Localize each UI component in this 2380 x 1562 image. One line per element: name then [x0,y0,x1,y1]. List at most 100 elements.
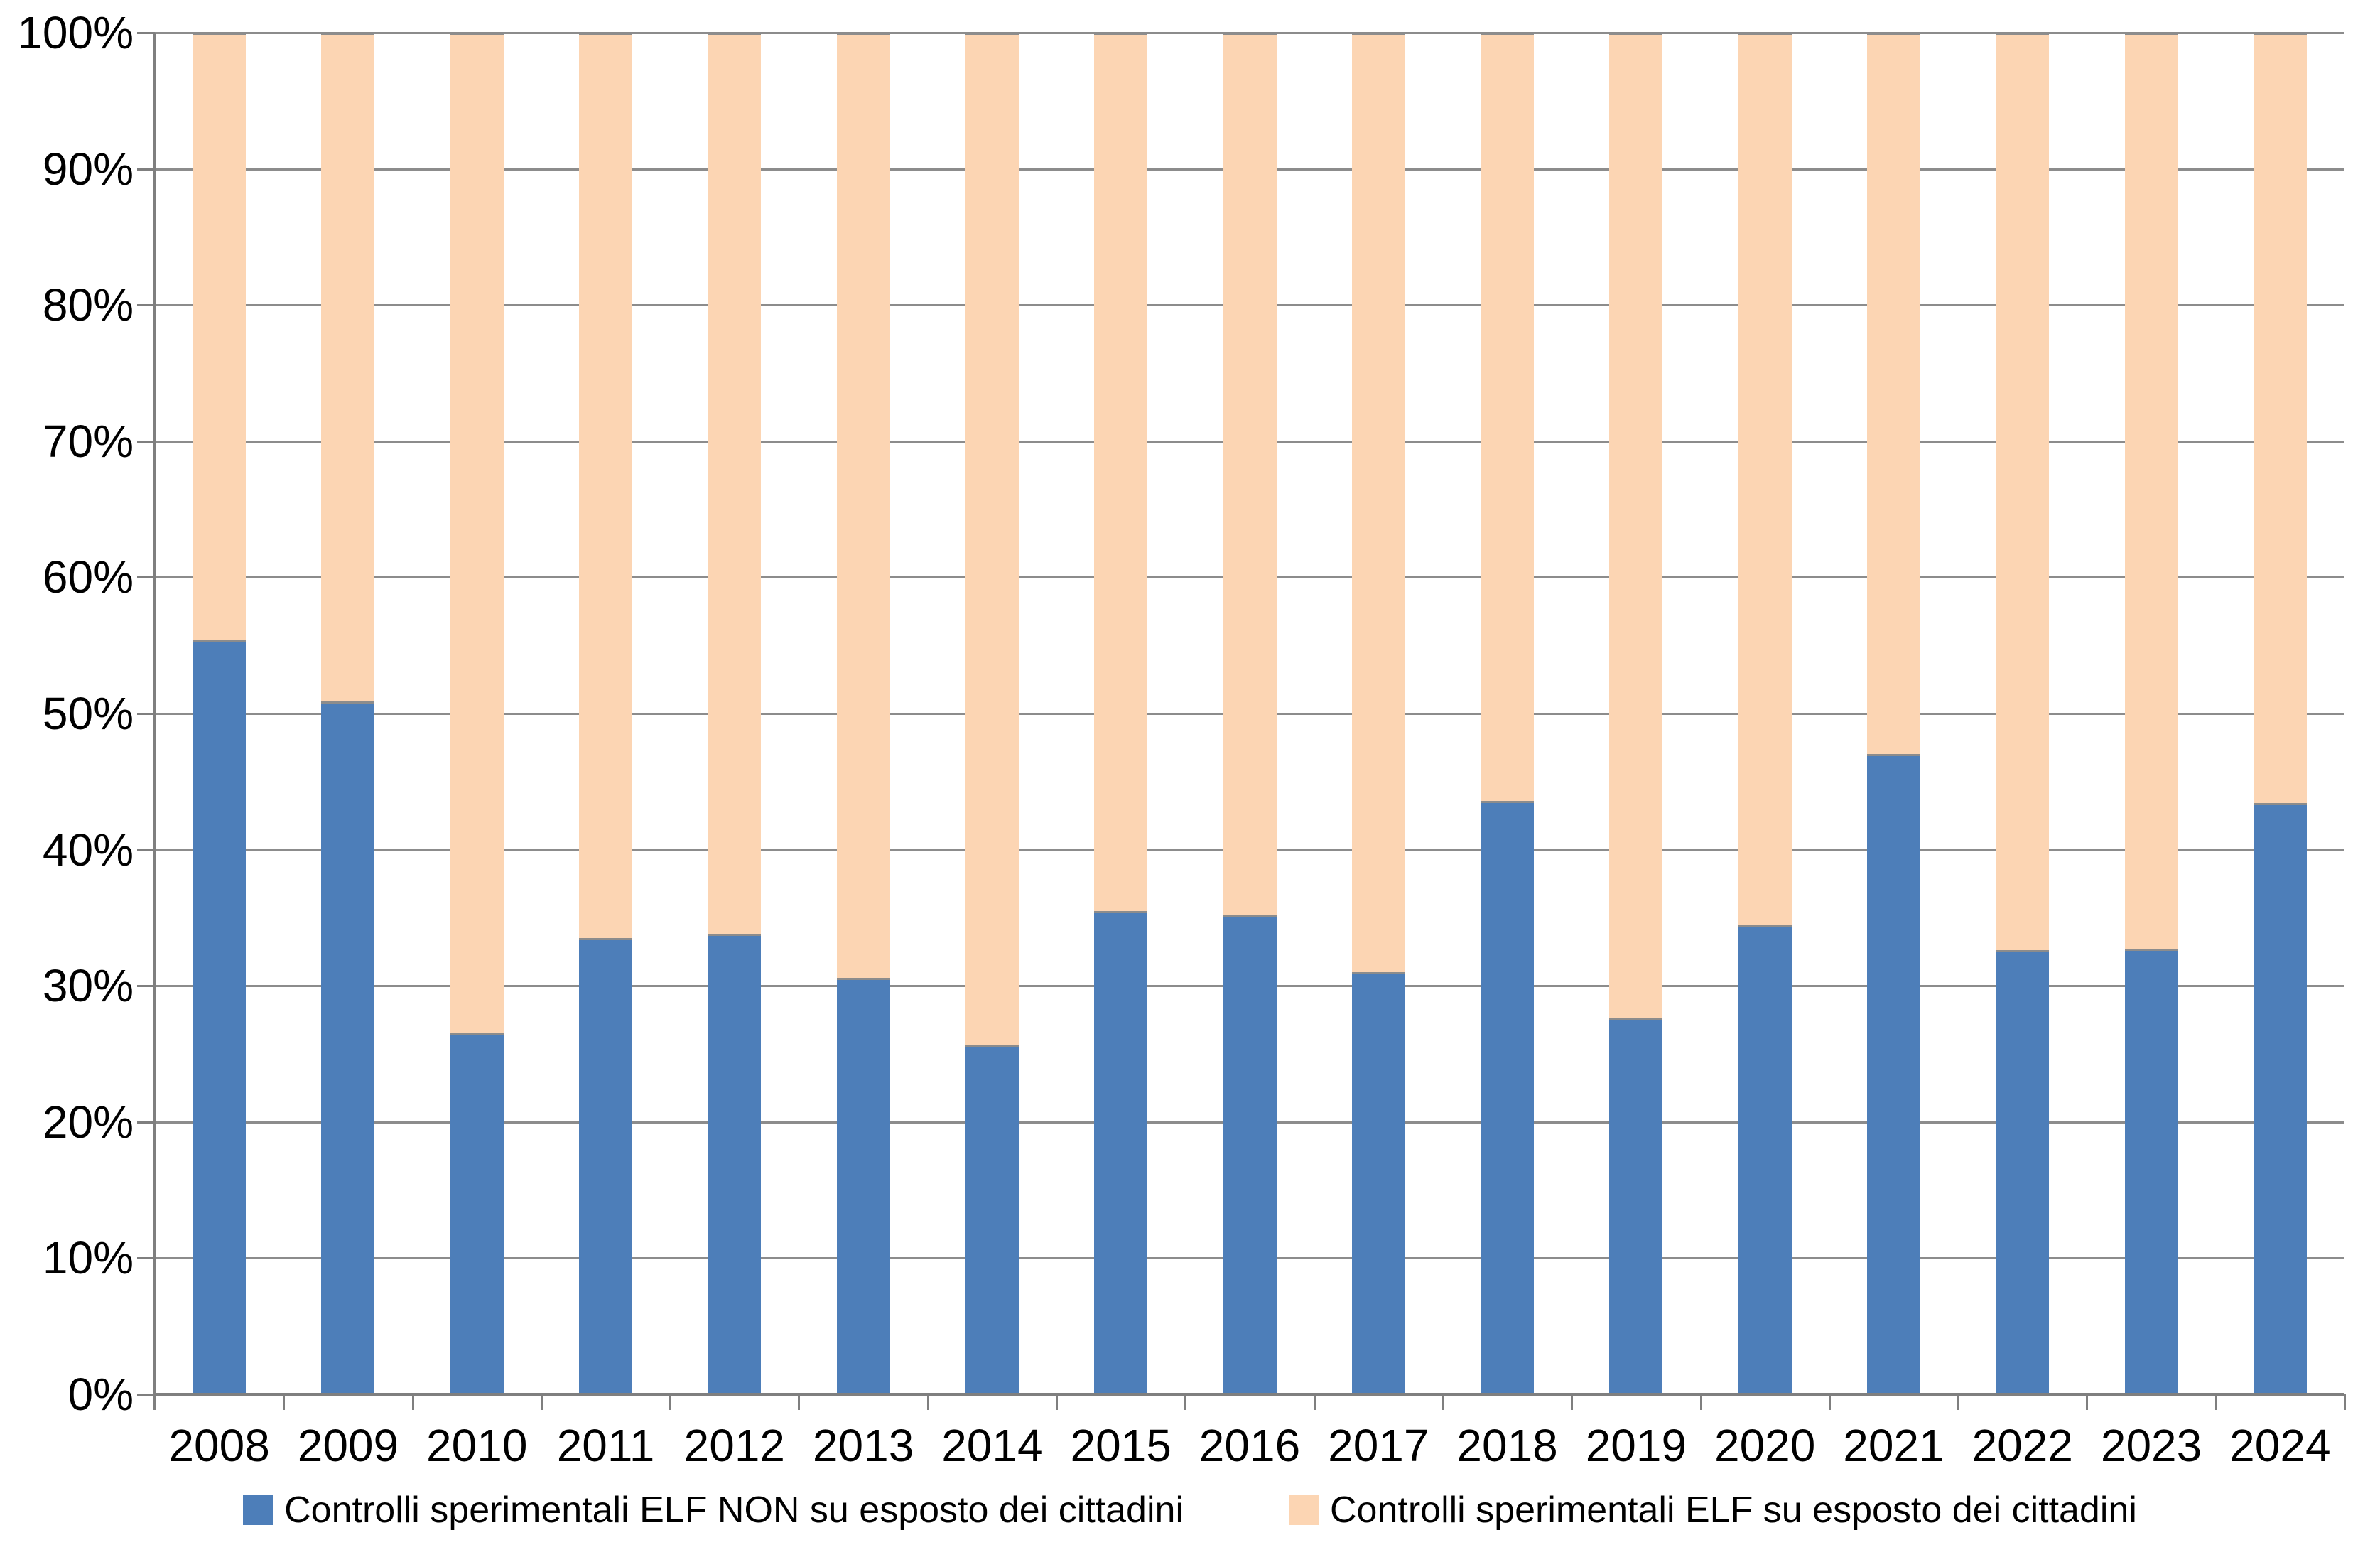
bar-2023 [2124,33,2178,1394]
bar-2009 [321,33,375,1394]
x-axis-tick [669,1394,672,1410]
bar-2024-segment-elf-esposto [2253,33,2307,804]
bar-2016-segment-elf-esposto [1223,33,1277,915]
bar-2009-segment-elf-non-esposto [321,701,375,1394]
x-axis-label-2011: 2011 [556,1420,655,1471]
legend-label-elf-non-esposto: Controlli sperimentali ELF NON su espost… [284,1490,1184,1531]
y-axis-label: 70% [42,415,134,467]
bar-2022 [1996,33,2050,1394]
x-axis-tick [283,1394,286,1410]
y-axis-label: 80% [42,279,134,331]
x-axis-tick [1828,1394,1831,1410]
y-axis-tick [137,440,155,443]
y-axis-tick [137,576,155,579]
bar-2014 [965,33,1019,1394]
bar-2012-segment-elf-esposto [708,33,762,934]
y-axis-tick [137,713,155,715]
x-axis-label-2022: 2022 [1971,1420,2073,1471]
bar-2015-segment-elf-esposto [1094,33,1148,911]
bar-2010-segment-elf-esposto [450,33,504,1034]
bar-2018 [1481,33,1535,1394]
bar-2024-segment-elf-non-esposto [2253,803,2307,1394]
x-axis-tick [2086,1394,2089,1410]
bar-2014-segment-elf-non-esposto [965,1044,1019,1394]
y-axis-label: 30% [42,960,134,1012]
x-axis-label-2014: 2014 [941,1420,1043,1471]
y-axis-label: 40% [42,824,134,876]
bar-2008 [193,33,247,1394]
x-axis-label-2023: 2023 [2100,1420,2202,1471]
x-axis-tick [154,1394,156,1410]
x-axis-tick [1957,1394,1960,1410]
x-axis-tick [411,1394,414,1410]
bar-2012-segment-elf-non-esposto [708,934,762,1394]
bar-2022-segment-elf-non-esposto [1996,950,2050,1394]
y-axis-tick [137,985,155,988]
y-axis-tick [137,1257,155,1260]
bar-2023-segment-elf-esposto [2124,33,2178,949]
x-axis-label-2018: 2018 [1456,1420,1558,1471]
bar-2017 [1351,33,1405,1394]
x-axis-line [155,1393,2344,1396]
bar-2013-segment-elf-esposto [836,33,890,978]
bar-2009-segment-elf-esposto [321,33,375,701]
bar-2015 [1094,33,1148,1394]
bar-2011-segment-elf-esposto [579,33,633,939]
x-axis-tick [2214,1394,2217,1410]
legend: Controlli sperimentali ELF NON su espost… [0,1490,2380,1531]
y-axis-tick [137,849,155,851]
bar-2019-segment-elf-non-esposto [1609,1018,1663,1394]
y-axis-label: 100% [17,7,134,58]
x-axis-tick [1056,1394,1059,1410]
bar-2022-segment-elf-esposto [1996,33,2050,951]
bar-2010-segment-elf-non-esposto [450,1033,504,1394]
x-axis-label-2020: 2020 [1714,1420,1816,1471]
bar-2012 [708,33,762,1394]
y-axis-label: 50% [42,688,134,739]
legend-label-elf-esposto: Controlli sperimentali ELF su esposto de… [1330,1490,2137,1531]
x-axis-label-2021: 2021 [1843,1420,1944,1471]
bar-2013-segment-elf-non-esposto [836,977,890,1394]
x-axis-label-2019: 2019 [1585,1420,1687,1471]
x-axis-tick [1571,1394,1574,1410]
legend-swatch-peach [1289,1495,1319,1525]
bar-2018-segment-elf-esposto [1481,33,1535,801]
x-axis-tick [1184,1394,1187,1410]
bar-2011 [579,33,633,1394]
y-axis-label: 10% [42,1232,134,1284]
x-axis-label-2024: 2024 [2229,1420,2331,1471]
y-axis-tick [137,304,155,307]
bar-2010 [450,33,504,1394]
x-axis-tick [540,1394,543,1410]
bar-2020-segment-elf-esposto [1738,33,1792,925]
bar-2021-segment-elf-non-esposto [1866,754,1920,1394]
x-axis-label-2013: 2013 [812,1420,914,1471]
legend-item-elf-esposto: Controlli sperimentali ELF su esposto de… [1289,1490,2137,1531]
x-axis-tick [1699,1394,1702,1410]
bar-2019 [1609,33,1663,1394]
bar-2011-segment-elf-non-esposto [579,938,633,1394]
bar-2013 [836,33,890,1394]
bar-2016-segment-elf-non-esposto [1223,915,1277,1394]
x-axis-tick [2344,1394,2346,1410]
bar-2019-segment-elf-esposto [1609,33,1663,1019]
y-axis-tick [137,1394,155,1396]
y-axis-label: 60% [42,551,134,603]
bar-2021-segment-elf-esposto [1866,33,1920,755]
x-axis-tick [926,1394,929,1410]
bar-2024 [2253,33,2307,1394]
y-axis-label: 0% [67,1369,134,1420]
bar-2015-segment-elf-non-esposto [1094,910,1148,1394]
bar-2020-segment-elf-non-esposto [1738,924,1792,1394]
bar-2021 [1866,33,1920,1394]
x-axis-label-2009: 2009 [297,1420,399,1471]
legend-swatch-blue [243,1495,274,1525]
x-axis-label-2010: 2010 [426,1420,528,1471]
legend-item-elf-non-esposto: Controlli sperimentali ELF NON su espost… [243,1490,1184,1531]
x-axis-label-2012: 2012 [683,1420,785,1471]
y-axis-label: 20% [42,1096,134,1148]
bar-2017-segment-elf-non-esposto [1351,972,1405,1394]
y-axis-tick [137,1121,155,1124]
bar-2008-segment-elf-esposto [193,33,247,640]
